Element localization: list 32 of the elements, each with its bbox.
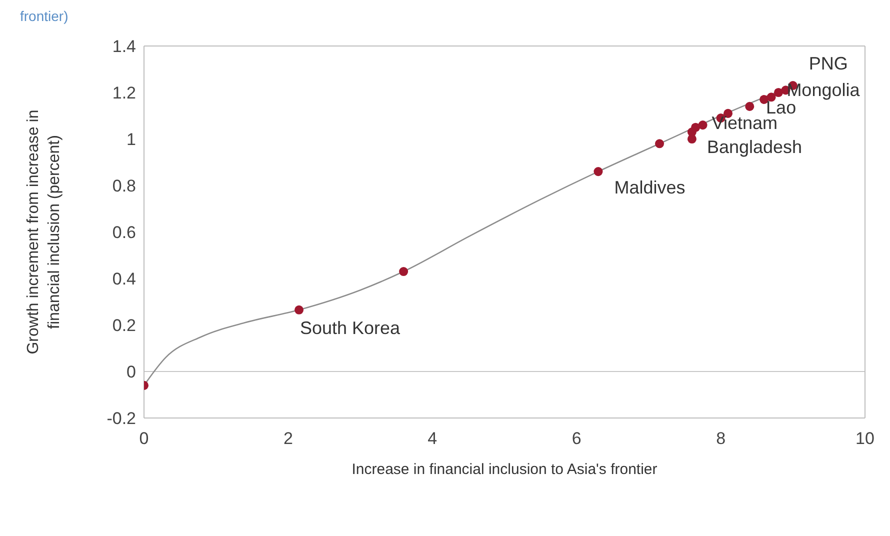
x-tick-label: 0	[139, 429, 149, 448]
y-tick-label: 0.2	[112, 316, 136, 336]
annotation: South Korea	[300, 318, 402, 338]
point	[745, 102, 754, 111]
point	[594, 167, 603, 176]
y-tick-label: 0.8	[112, 176, 136, 196]
x-tick-label: 2	[283, 429, 293, 448]
point	[399, 267, 408, 276]
point	[774, 88, 783, 98]
y-tick-label: 0.4	[112, 270, 136, 289]
y-tick-label: 0	[126, 362, 136, 382]
point	[760, 94, 769, 104]
x-tick-label: 10	[856, 429, 874, 448]
annotation: PNG	[808, 54, 848, 74]
y-axis-title: Growth increment from increase in financial inclusion (percent)	[25, 110, 63, 354]
x-tick-label: 4	[428, 429, 438, 448]
point	[698, 120, 708, 130]
x-axis-title: Increase in financial inclusion to Asia's frontier	[352, 461, 658, 478]
point	[294, 305, 304, 314]
y-tick-label: 1	[126, 130, 136, 150]
y-tick-label: 1.4	[112, 37, 136, 56]
x-tick-label: 6	[572, 429, 582, 448]
x-tick-label: 8	[716, 429, 726, 448]
y-tick-label: -0.2	[106, 409, 136, 428]
text: frontier)	[20, 8, 68, 24]
point	[766, 92, 776, 102]
annotation: Maldives	[614, 178, 686, 198]
point	[655, 139, 664, 148]
y-tick-label: 1.2	[112, 84, 136, 103]
annotation: Bangladesh	[706, 137, 802, 157]
y-tick-label: 0.6	[112, 223, 136, 242]
point	[691, 122, 700, 132]
